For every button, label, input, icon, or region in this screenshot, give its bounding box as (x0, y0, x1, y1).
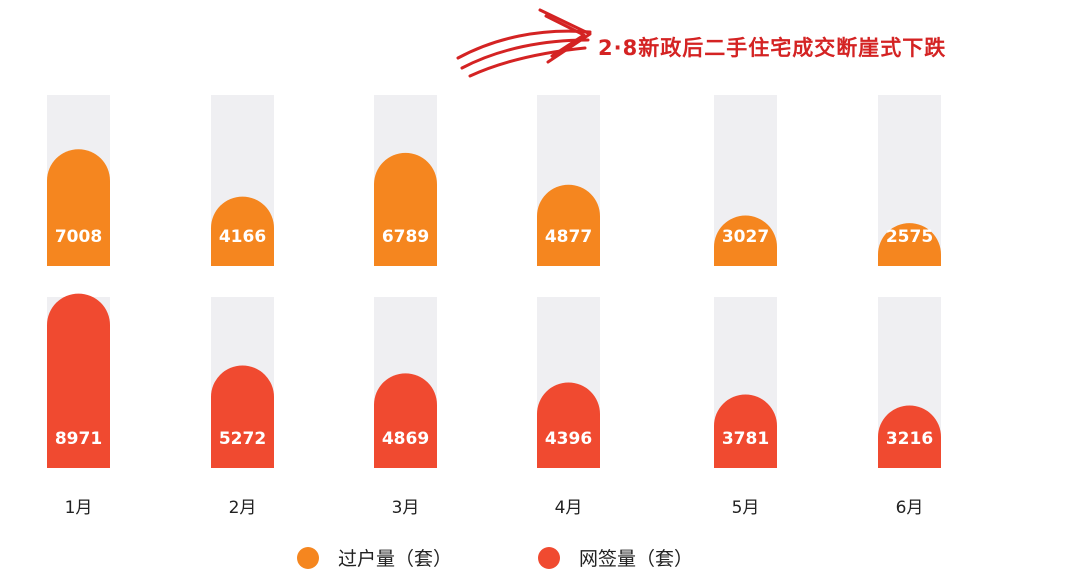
x-tick-label: 1月 (65, 498, 93, 518)
data-label-signed-2: 5272 (219, 429, 266, 449)
data-label-transfer-4: 4877 (545, 227, 592, 247)
data-label-signed-4: 4396 (545, 429, 592, 449)
bar-transfer-3 (374, 152, 437, 266)
bar-transfer-5 (714, 215, 777, 266)
bar-signed-5 (714, 394, 777, 468)
data-label-signed-5: 3781 (722, 429, 769, 449)
legend: 过户量（套） 网签量（套） (297, 547, 693, 570)
x-tick-label: 4月 (555, 498, 583, 518)
bar-transfer-6 (878, 223, 941, 266)
x-tick-label: 5月 (732, 498, 760, 518)
data-label-signed-1: 8971 (55, 429, 102, 449)
data-label-transfer-6: 2575 (886, 227, 933, 247)
x-tick-label: 3月 (392, 498, 420, 518)
data-label-transfer-2: 4166 (219, 227, 266, 247)
legend-label-signed: 网签量（套） (579, 548, 693, 570)
bar-transfer-1 (47, 149, 110, 266)
legend-swatch-signed (538, 547, 560, 569)
month-labels: 1月 2月 3月 4月 5月 6月 (65, 498, 924, 518)
x-tick-label: 6月 (896, 498, 924, 518)
bars-group: 7008 4166 6789 4877 3027 2575 8971 5272 4869 4396… (47, 95, 941, 468)
bar-signed-1 (47, 293, 110, 468)
bar-transfer-2 (211, 196, 274, 266)
legend-label-transfer: 过户量（套） (338, 548, 452, 570)
data-label-transfer-5: 3027 (722, 227, 769, 247)
bar-signed-4 (537, 382, 600, 468)
data-label-transfer-3: 6789 (382, 227, 429, 247)
x-tick-label: 2月 (229, 498, 257, 518)
legend-swatch-transfer (297, 547, 319, 569)
chart-headline: 2·8新政后二手住宅成交断崖式下跌 (598, 36, 946, 60)
bar-signed-2 (211, 365, 274, 468)
data-label-signed-3: 4869 (382, 429, 429, 449)
data-label-signed-6: 3216 (886, 429, 933, 449)
bar-signed-6 (878, 405, 941, 468)
data-label-transfer-1: 7008 (55, 227, 102, 247)
bar-signed-3 (374, 373, 437, 468)
bar-transfer-4 (537, 184, 600, 266)
arrow-icon (456, 8, 592, 78)
